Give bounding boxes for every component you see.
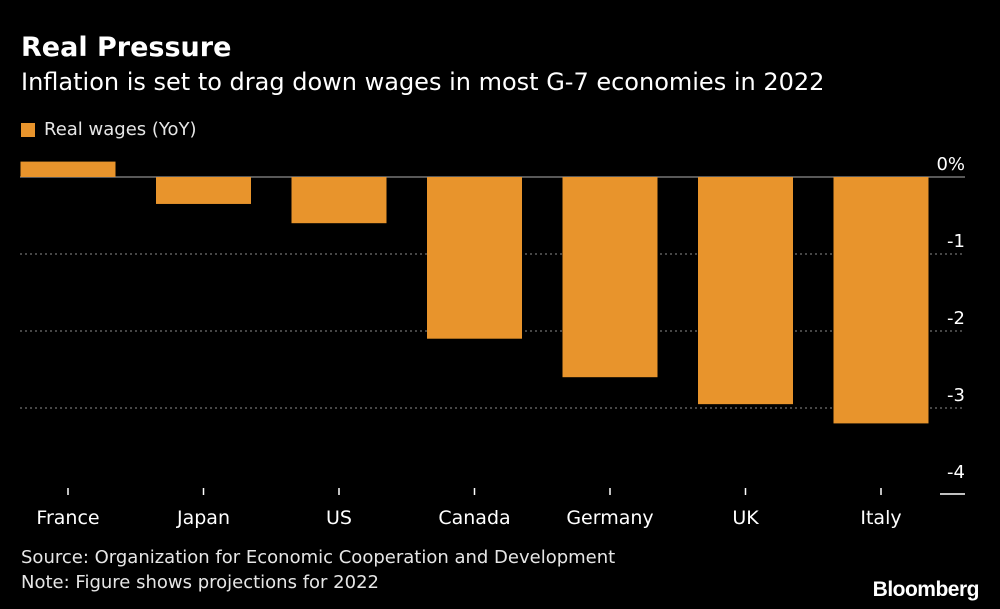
bar (291, 177, 387, 224)
projection-note: Note: Figure shows projections for 2022 (21, 572, 379, 593)
bar (698, 177, 793, 405)
x-tick-label: Japan (176, 507, 230, 529)
x-tick-label: France (36, 507, 99, 529)
bloomberg-logo: Bloomberg (872, 578, 980, 601)
y-tick-label: -3 (947, 385, 965, 406)
x-tick-label: Italy (860, 507, 901, 529)
y-tick-label: -4 (947, 462, 965, 483)
legend-label: Real wages (YoY) (44, 119, 197, 140)
legend-swatch (21, 122, 35, 137)
bar (20, 161, 116, 177)
bar (156, 177, 251, 204)
legend: Real wages (YoY) (21, 119, 197, 140)
bar (562, 177, 658, 378)
y-tick-label: -1 (947, 231, 965, 252)
chart-title: Real Pressure (21, 32, 232, 63)
bar (427, 177, 522, 339)
bar (833, 177, 929, 424)
y-tick-label: 0% (936, 154, 965, 175)
chart-subtitle: Inflation is set to drag down wages in m… (21, 68, 825, 96)
x-tick-label: US (326, 507, 352, 529)
y-tick-label: -2 (947, 308, 965, 329)
x-tick-label: Germany (566, 507, 653, 529)
source-note: Source: Organization for Economic Cooper… (21, 547, 616, 568)
footer: Source: Organization for Economic Cooper… (21, 545, 615, 595)
x-tick-label: UK (732, 507, 759, 529)
x-tick-label: Canada (438, 507, 510, 529)
